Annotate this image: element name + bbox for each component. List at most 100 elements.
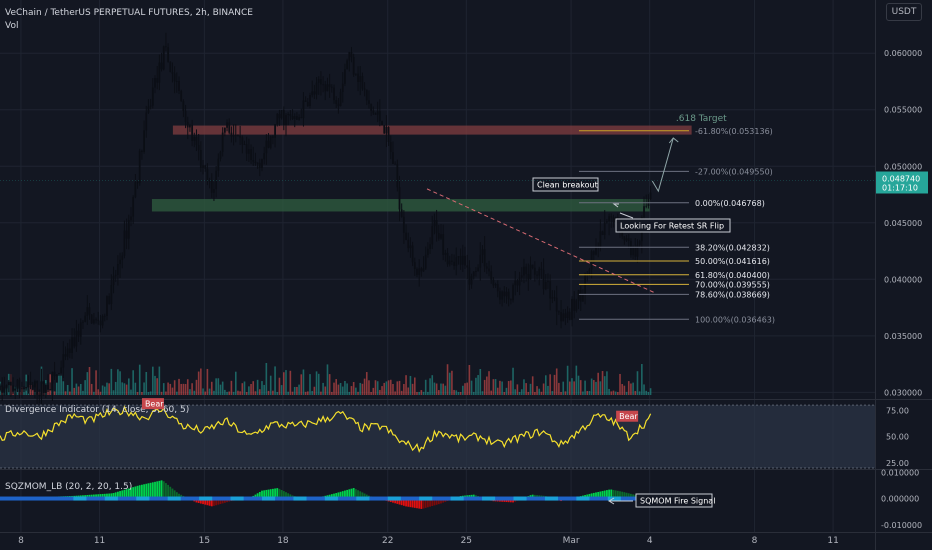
price-tick-label: 0.035000 (884, 332, 922, 341)
volume-bar (571, 378, 573, 395)
volume-bar (283, 372, 285, 395)
candle-body (603, 222, 606, 236)
candle-body (171, 71, 174, 74)
momentum-bar (95, 494, 97, 499)
volume-bar (413, 377, 416, 395)
momentum-bar (588, 493, 591, 499)
squeeze-dot (450, 496, 464, 501)
volume-bar (333, 382, 335, 395)
volume-bar (285, 370, 287, 395)
volume-bar (614, 391, 617, 395)
momentum-bar (258, 491, 261, 499)
volume-bar (630, 383, 632, 395)
divergence-indicator-panel: Divergence Indicator (14, close, 5, 60, … (0, 398, 875, 469)
squeeze-dot (544, 496, 559, 501)
momentum-bar (420, 498, 423, 509)
candle-body (551, 297, 554, 299)
volume-bar (66, 384, 69, 395)
volume-bar (147, 391, 150, 395)
momentum-bar (398, 498, 401, 505)
volume-bar (256, 379, 259, 395)
candle-body (610, 216, 613, 218)
volume-bar (636, 371, 639, 395)
volume-bar (58, 374, 60, 395)
momentum-bar (261, 490, 263, 499)
volume-bar (162, 383, 165, 395)
candle-body (234, 134, 237, 136)
candle-body (437, 233, 440, 239)
volume-bar (258, 389, 261, 395)
sqzmom-title: SQZMOM_LB (20, 2, 20, 1.5) (5, 482, 132, 492)
volume-bar (263, 384, 265, 395)
volume-bar (429, 378, 431, 395)
candle-body (293, 116, 296, 119)
volume-bar (186, 379, 189, 395)
momentum-bar (136, 485, 139, 499)
candle-body (557, 311, 560, 313)
candle-body (636, 244, 639, 257)
volume-bar (451, 370, 453, 395)
candle-body (455, 257, 458, 266)
volume-bar (466, 382, 468, 395)
candle-body (106, 296, 108, 316)
candle-body (101, 316, 104, 326)
momentum-bar (603, 490, 606, 499)
volume-bar (370, 392, 372, 395)
currency-button[interactable]: USDT (886, 3, 922, 21)
volume-bar (462, 385, 464, 395)
volume-bar (165, 391, 167, 395)
volume-bar (132, 370, 134, 395)
volume-bar (529, 383, 532, 395)
candle-body (536, 274, 538, 276)
candle-body (398, 187, 401, 210)
time-tick-label: 8 (18, 536, 24, 546)
candle-body (468, 267, 471, 285)
volume-bar (239, 391, 241, 395)
volume-bar (368, 380, 370, 395)
volume-bar (272, 390, 274, 395)
fib-level-label: 70.00%(0.039555) (695, 280, 770, 289)
volume-bar (62, 381, 65, 395)
volume-bar (641, 364, 643, 395)
candle-body (538, 268, 541, 276)
volume-bar (355, 387, 357, 395)
momentum-bar (402, 498, 405, 506)
candle-body (527, 274, 530, 280)
momentum-bar (407, 498, 410, 507)
candle-body (320, 79, 322, 85)
retest-pointer-head (612, 203, 619, 208)
candle-body (147, 106, 150, 113)
volume-bar (610, 391, 613, 395)
volume-bar (121, 382, 124, 395)
candle-body (47, 384, 49, 390)
candle-body (141, 150, 143, 152)
volume-bar (82, 390, 84, 395)
price-tick-label: 0.050000 (884, 162, 922, 171)
candle-body (282, 110, 285, 126)
volume-bar (208, 388, 211, 395)
volume-bar (149, 391, 152, 395)
volume-bar (302, 369, 305, 395)
momentum-bar (158, 480, 161, 499)
candle-body (175, 81, 178, 82)
retest-pointer (619, 212, 634, 219)
candle-body (592, 251, 595, 255)
momentum-bar (154, 481, 156, 499)
momentum-bar (213, 498, 215, 506)
candle-body (466, 265, 469, 268)
volume-bar (501, 381, 503, 395)
candle-body (29, 381, 32, 385)
candle-body (68, 348, 71, 353)
volume-bar (309, 374, 311, 395)
volume-bar (448, 372, 451, 395)
candle-body (223, 127, 226, 133)
candle-body (426, 248, 429, 255)
candle-body (206, 168, 209, 181)
candle-body (503, 291, 506, 297)
momentum-bar (330, 494, 333, 499)
candle-body (341, 83, 344, 92)
candle-body (193, 137, 196, 141)
momentum-bar (97, 494, 100, 499)
momentum-bar (106, 493, 108, 499)
